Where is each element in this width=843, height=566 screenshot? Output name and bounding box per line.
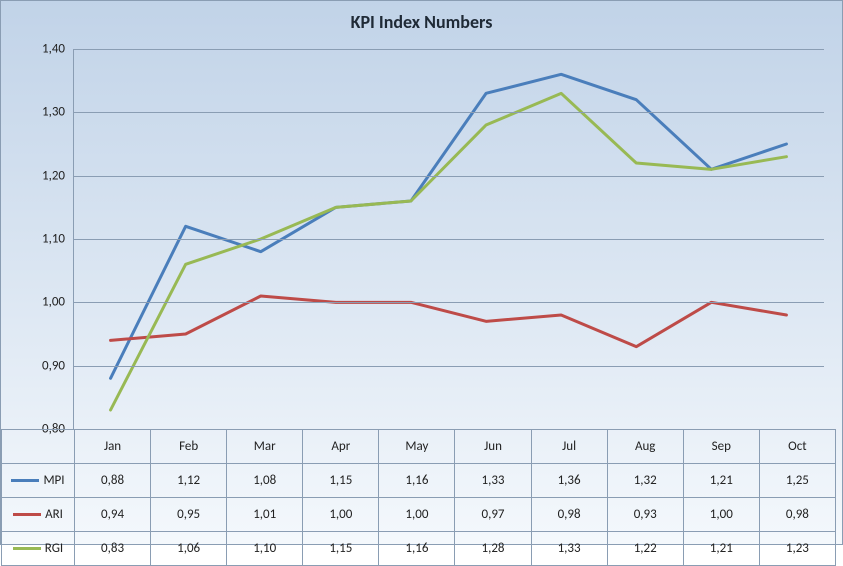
- data-cell: 0,88: [75, 464, 151, 498]
- category-cell: Jan: [75, 430, 151, 464]
- data-cell: 1,16: [379, 532, 455, 566]
- data-table: JanFebMarAprMayJunJulAugSepOctMPI0,881,1…: [1, 429, 836, 566]
- data-cell: 1,33: [531, 532, 607, 566]
- category-cell: Aug: [607, 430, 683, 464]
- plot-area: 0,800,901,001,101,201,301,40: [73, 49, 824, 429]
- data-cell: 1,23: [759, 532, 835, 566]
- legend-cell-mpi: MPI: [2, 464, 75, 498]
- legend-label: ARI: [45, 507, 63, 522]
- y-tick-label: 1,20: [42, 168, 73, 183]
- legend-swatch: [13, 513, 41, 516]
- y-tick-label: 1,10: [42, 232, 73, 247]
- data-cell: 0,93: [607, 498, 683, 532]
- legend-cell-ari: ARI: [2, 498, 75, 532]
- data-cell: 0,83: [75, 532, 151, 566]
- category-cell: Apr: [303, 430, 379, 464]
- data-cell: 1,01: [227, 498, 303, 532]
- data-cell: 1,15: [303, 464, 379, 498]
- category-cell: Mar: [227, 430, 303, 464]
- data-cell: 1,12: [151, 464, 227, 498]
- category-row: JanFebMarAprMayJunJulAugSepOct: [2, 430, 836, 464]
- legend-swatch: [11, 479, 39, 482]
- data-cell: 1,00: [379, 498, 455, 532]
- data-cell: 0,95: [151, 498, 227, 532]
- chart-title: KPI Index Numbers: [1, 1, 842, 39]
- data-cell: 1,08: [227, 464, 303, 498]
- data-cell: 1,00: [683, 498, 759, 532]
- legend-label: MPI: [43, 473, 64, 488]
- data-cell: 1,28: [455, 532, 531, 566]
- category-cell: Oct: [759, 430, 835, 464]
- data-cell: 0,98: [531, 498, 607, 532]
- legend-swatch: [13, 547, 41, 550]
- data-cell: 1,25: [759, 464, 835, 498]
- category-cell: May: [379, 430, 455, 464]
- data-cell: 1,21: [683, 532, 759, 566]
- data-cell: 1,00: [303, 498, 379, 532]
- data-cell: 0,97: [455, 498, 531, 532]
- data-cell: 1,21: [683, 464, 759, 498]
- data-cell: 1,22: [607, 532, 683, 566]
- data-cell: 0,94: [75, 498, 151, 532]
- series-row-mpi: MPI 0,881,121,081,151,161,331,361,321,211…: [2, 464, 836, 498]
- y-tick-label: 1,40: [42, 42, 73, 57]
- data-cell: 1,16: [379, 464, 455, 498]
- data-cell: 1,36: [531, 464, 607, 498]
- category-cell: Jul: [531, 430, 607, 464]
- data-cell: 1,06: [151, 532, 227, 566]
- y-tick-label: 1,30: [42, 105, 73, 120]
- data-cell: 1,15: [303, 532, 379, 566]
- data-cell: 1,33: [455, 464, 531, 498]
- y-tick-label: 0,90: [42, 358, 73, 373]
- data-cell: 1,32: [607, 464, 683, 498]
- series-row-rgi: RGI 0,831,061,101,151,161,281,331,221,211…: [2, 532, 836, 566]
- y-tick-label: 1,00: [42, 295, 73, 310]
- data-cell: 0,98: [759, 498, 835, 532]
- category-cell: Jun: [455, 430, 531, 464]
- legend-blank-cell: [2, 430, 75, 464]
- category-cell: Feb: [151, 430, 227, 464]
- data-cell: 1,10: [227, 532, 303, 566]
- chart-container: KPI Index Numbers 0,800,901,001,101,201,…: [0, 0, 843, 545]
- legend-label: RGI: [45, 541, 63, 556]
- series-row-ari: ARI0,940,951,011,001,000,970,980,931,000…: [2, 498, 836, 532]
- category-cell: Sep: [683, 430, 759, 464]
- legend-cell-rgi: RGI: [2, 532, 75, 566]
